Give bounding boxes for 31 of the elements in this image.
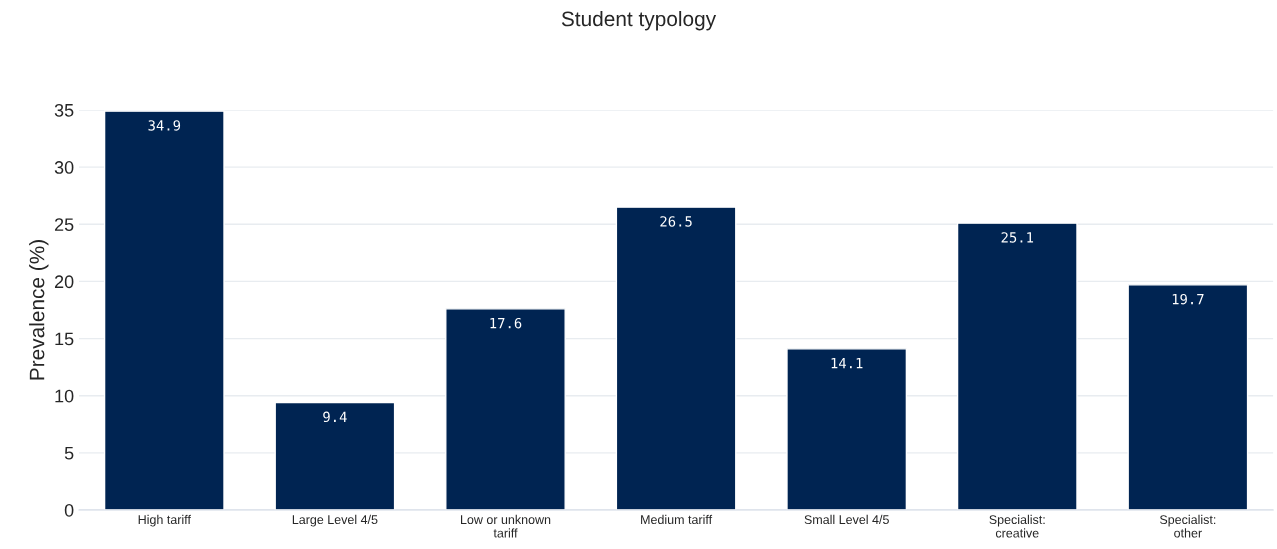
x-tick-label: High tariff — [138, 514, 191, 527]
x-tick-label: Specialist: creative — [989, 514, 1045, 538]
bar — [445, 308, 566, 510]
x-tick-label: Specialist: other — [1159, 514, 1216, 538]
data-label: 25.1 — [1001, 232, 1034, 243]
data-label: 34.9 — [148, 120, 181, 131]
bar — [1127, 284, 1249, 510]
x-tick-label: Large Level 4/5 — [292, 514, 378, 527]
y-tick-label: 5 — [64, 446, 74, 460]
y-tick-label: 35 — [54, 103, 74, 117]
data-label: 19.7 — [1172, 293, 1204, 305]
bar — [615, 206, 737, 510]
y-tick-label: 25 — [54, 218, 74, 232]
y-tick-label: 30 — [54, 161, 74, 174]
data-label: 14.1 — [831, 358, 863, 369]
data-label: 17.6 — [490, 317, 522, 329]
x-tick-label: Small Level 4/5 — [804, 514, 889, 525]
x-tick-label: Medium tariff — [641, 514, 713, 525]
y-tick-label: 0 — [64, 503, 74, 517]
data-label: 26.5 — [660, 216, 692, 227]
bar — [956, 222, 1078, 510]
y-tick-label: 20 — [54, 275, 74, 289]
y-axis-title: Prevalence (%) — [29, 240, 49, 380]
x-tick-label: Low or unknown tariff — [461, 514, 551, 538]
bar — [786, 348, 908, 510]
bar — [274, 401, 396, 510]
bar — [103, 110, 225, 510]
chart-title: Student typology — [561, 10, 717, 31]
y-tick-label: 15 — [55, 332, 74, 346]
data-label: 9.4 — [323, 411, 347, 423]
y-tick-label: 10 — [55, 389, 74, 403]
